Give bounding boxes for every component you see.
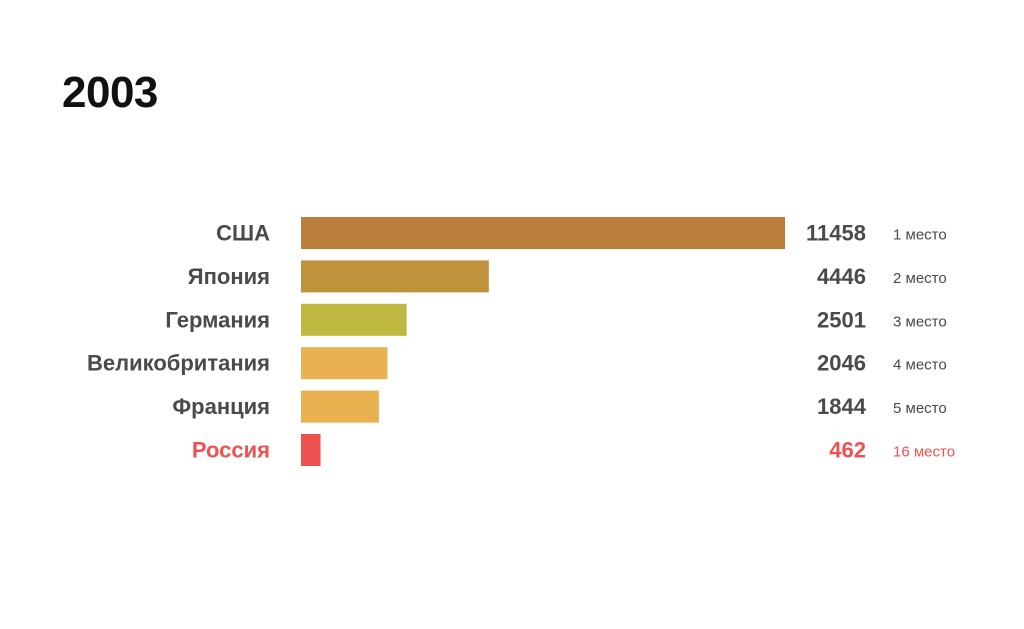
chart-row: Россия 462 16 место bbox=[192, 434, 955, 466]
value-label: 2046 bbox=[817, 351, 866, 376]
category-label: Германия bbox=[165, 307, 270, 332]
bar bbox=[301, 303, 407, 336]
bar bbox=[301, 347, 388, 380]
category-label: Франция bbox=[172, 394, 270, 419]
chart-row: Франция 1844 5 место bbox=[172, 390, 947, 423]
page-title: 2003 bbox=[62, 68, 158, 117]
chart-row: Великобритания 2046 4 место bbox=[87, 347, 947, 380]
rank-label: 3 место bbox=[893, 313, 947, 330]
category-label: США bbox=[216, 221, 270, 246]
chart-row: США 11458 1 место bbox=[216, 217, 947, 249]
category-label: Россия bbox=[192, 438, 270, 463]
bar bbox=[301, 260, 489, 293]
category-label: Япония bbox=[188, 264, 270, 289]
value-label: 2501 bbox=[817, 307, 866, 332]
chart-rows: США 11458 1 место Япония 4446 2 место Германия… bbox=[87, 217, 955, 466]
rank-label: 1 место bbox=[893, 227, 947, 244]
rank-label: 2 место bbox=[893, 270, 947, 287]
value-label: 462 bbox=[829, 438, 866, 463]
bar bbox=[301, 434, 321, 466]
rank-label: 5 место bbox=[893, 400, 947, 417]
bar bbox=[301, 217, 785, 249]
rank-label: 16 место bbox=[893, 444, 955, 461]
bar bbox=[301, 390, 379, 423]
rank-label: 4 место bbox=[893, 357, 947, 374]
chart-row: Германия 2501 3 место bbox=[165, 303, 947, 336]
category-label: Великобритания bbox=[87, 351, 270, 376]
value-label: 1844 bbox=[817, 394, 867, 419]
value-label: 4446 bbox=[817, 264, 866, 289]
value-label: 11458 bbox=[806, 221, 866, 246]
chart-row: Япония 4446 2 место bbox=[188, 260, 947, 293]
